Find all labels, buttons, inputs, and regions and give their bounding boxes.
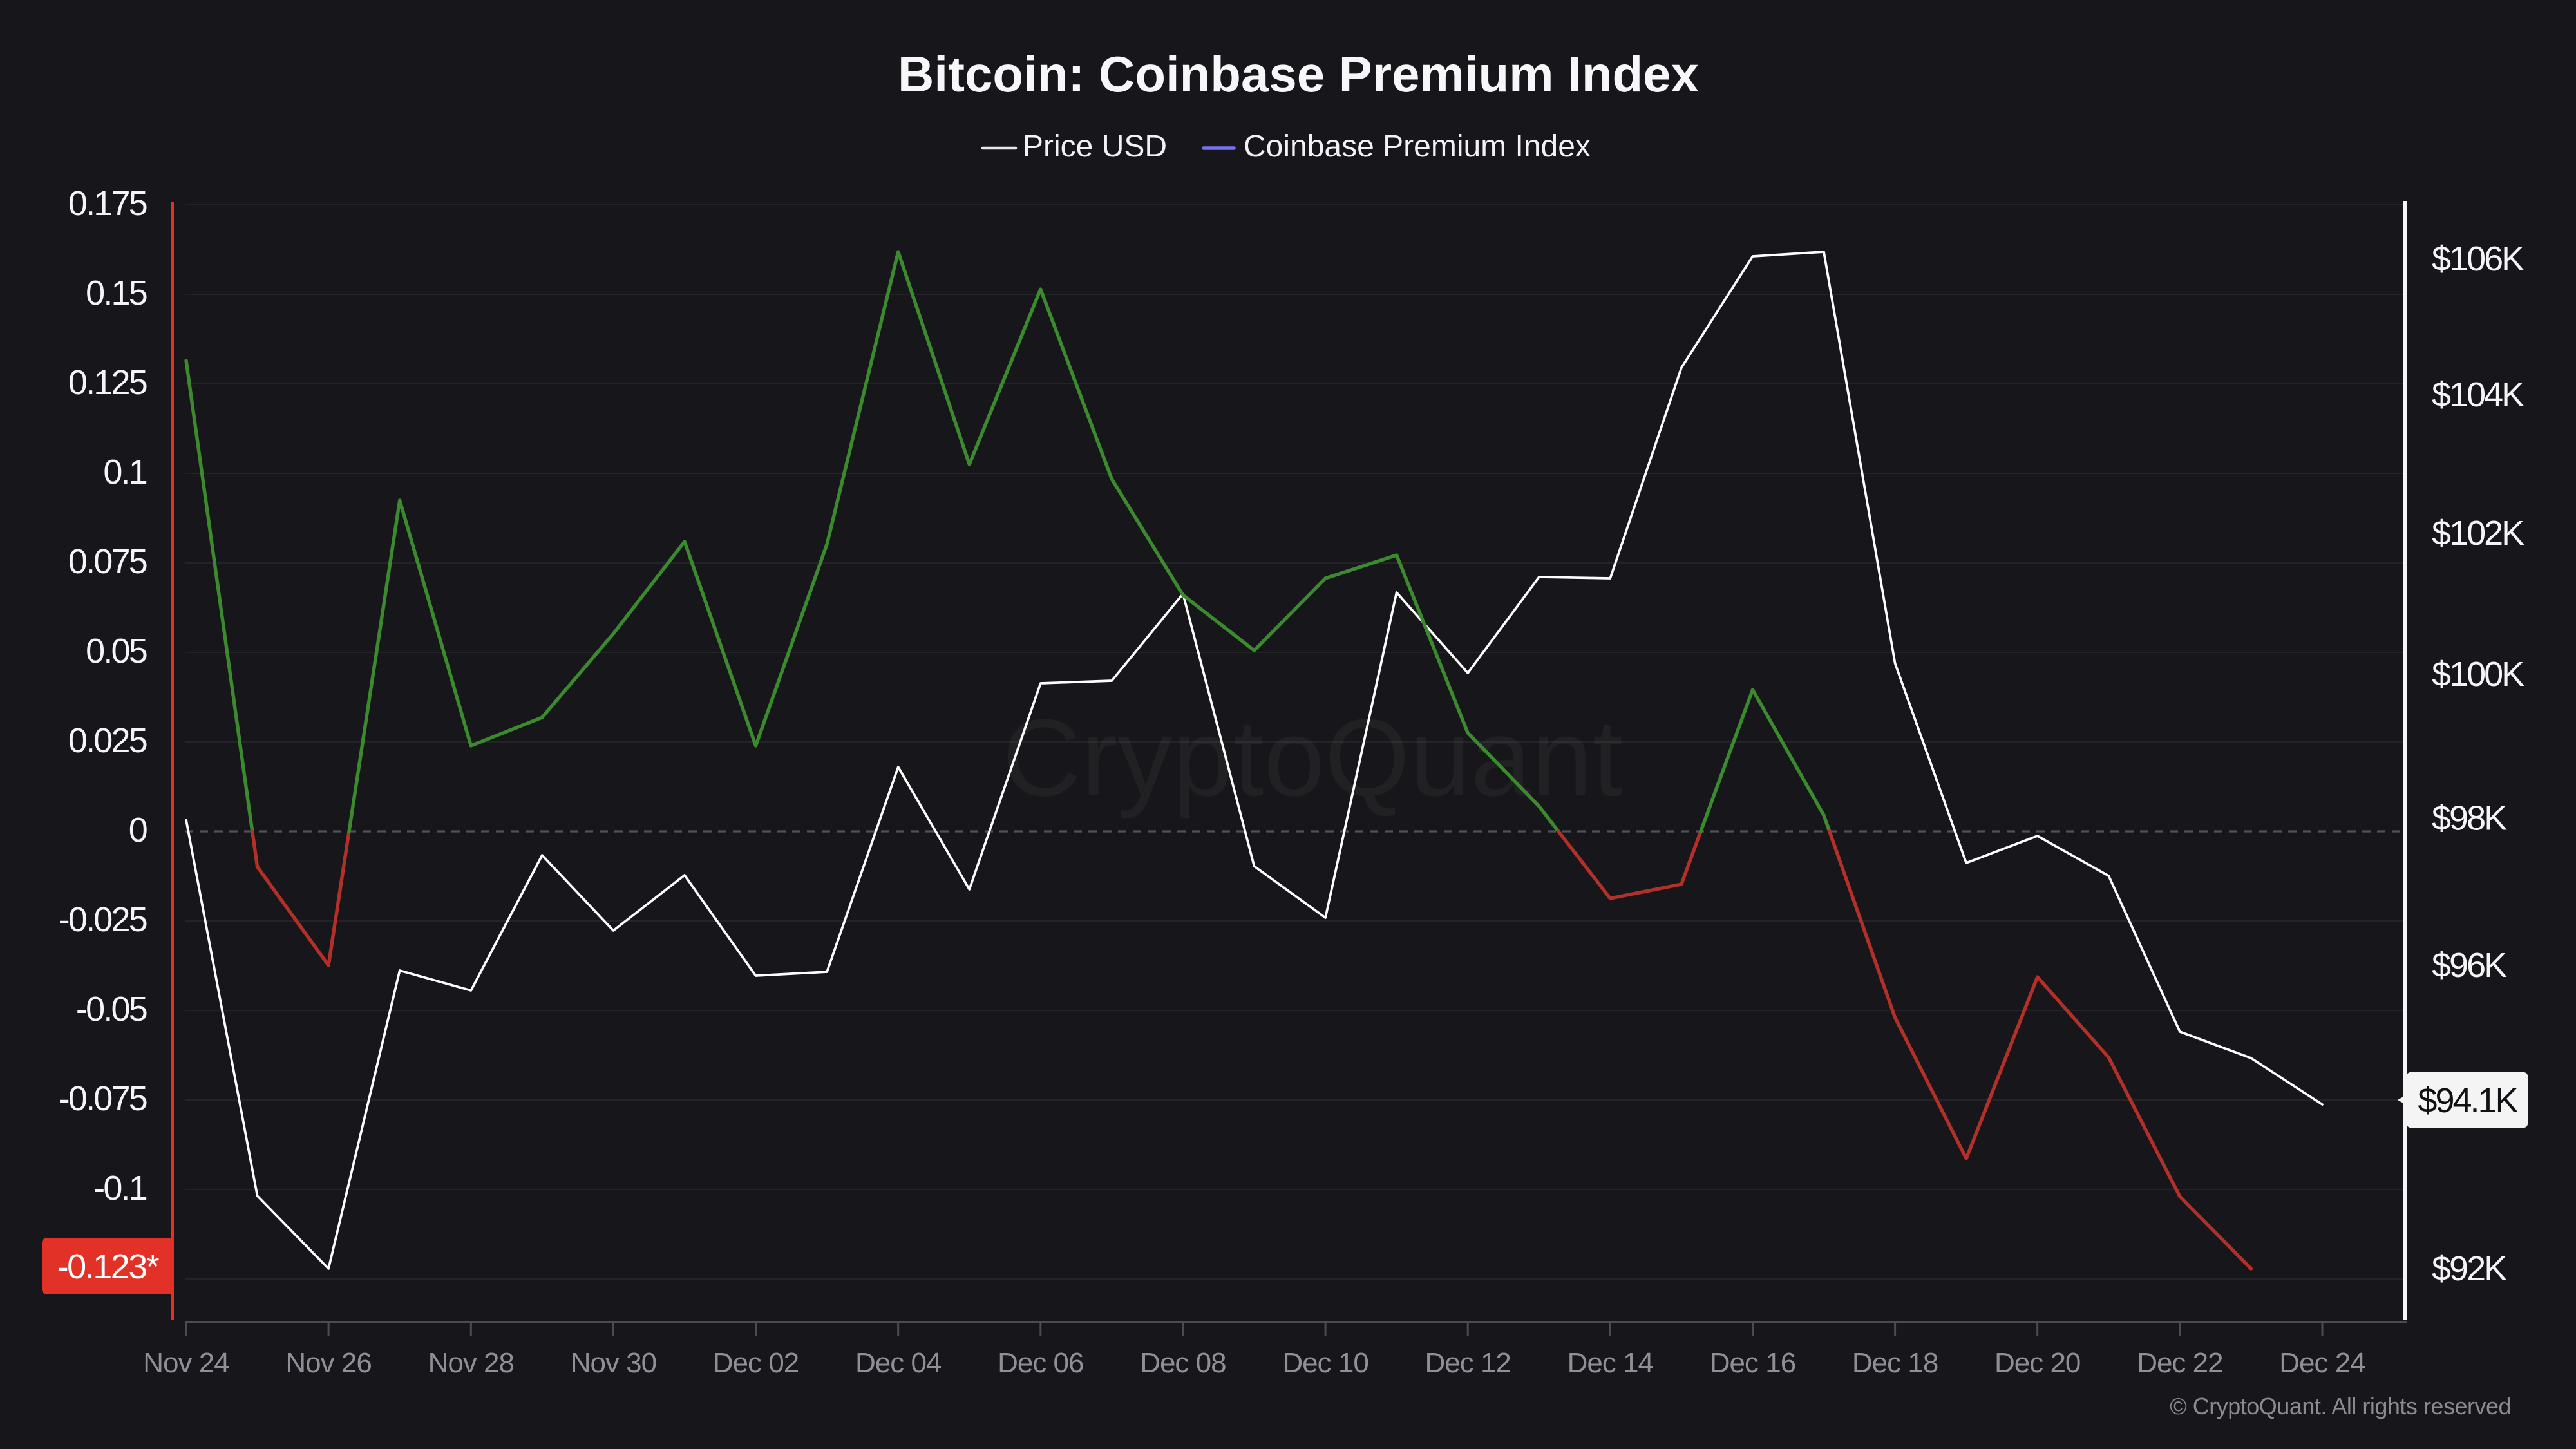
svg-text:Dec 18: Dec 18 <box>1852 1347 1938 1379</box>
svg-text:Nov 26: Nov 26 <box>285 1347 371 1379</box>
svg-text:0.1: 0.1 <box>103 453 146 491</box>
svg-text:Dec 02: Dec 02 <box>713 1347 799 1379</box>
svg-text:Dec 22: Dec 22 <box>2137 1347 2222 1379</box>
svg-text:$96K: $96K <box>2432 946 2507 985</box>
svg-text:-0.025: -0.025 <box>59 900 147 939</box>
svg-text:$92K: $92K <box>2432 1249 2507 1288</box>
svg-text:$102K: $102K <box>2432 514 2524 553</box>
svg-text:$94.1K: $94.1K <box>2418 1081 2518 1120</box>
svg-text:0.125: 0.125 <box>68 363 147 402</box>
svg-text:0: 0 <box>129 811 147 849</box>
svg-text:$106K: $106K <box>2432 240 2524 278</box>
svg-text:Dec 16: Dec 16 <box>1710 1347 1795 1379</box>
svg-text:Dec 20: Dec 20 <box>1994 1347 2080 1379</box>
svg-text:Dec 24: Dec 24 <box>2279 1347 2365 1379</box>
svg-text:-0.05: -0.05 <box>76 990 147 1028</box>
svg-text:0.15: 0.15 <box>86 274 147 312</box>
svg-text:Coinbase Premium Index: Coinbase Premium Index <box>1244 129 1591 164</box>
svg-text:Bitcoin: Coinbase Premium Inde: Bitcoin: Coinbase Premium Index <box>898 46 1699 102</box>
svg-text:-0.123*: -0.123* <box>57 1247 160 1286</box>
svg-text:-0.1: -0.1 <box>93 1169 147 1208</box>
svg-text:Dec 10: Dec 10 <box>1282 1347 1368 1379</box>
svg-text:0.05: 0.05 <box>86 632 147 670</box>
svg-text:0.075: 0.075 <box>68 542 147 581</box>
svg-text:Nov 30: Nov 30 <box>571 1347 656 1379</box>
svg-text:Dec 12: Dec 12 <box>1425 1347 1510 1379</box>
svg-text:0.025: 0.025 <box>68 721 147 760</box>
svg-text:$100K: $100K <box>2432 655 2524 694</box>
svg-text:Dec 08: Dec 08 <box>1140 1347 1226 1379</box>
svg-text:© CryptoQuant. All rights rese: © CryptoQuant. All rights reserved <box>2170 1393 2511 1419</box>
svg-text:CryptoQuant: CryptoQuant <box>1002 697 1623 819</box>
svg-text:-0.075: -0.075 <box>59 1079 147 1118</box>
svg-text:0.175: 0.175 <box>68 184 147 223</box>
svg-text:$98K: $98K <box>2432 799 2507 838</box>
svg-text:Nov 24: Nov 24 <box>143 1347 229 1379</box>
svg-text:Price USD: Price USD <box>1023 129 1167 164</box>
svg-text:Dec 04: Dec 04 <box>855 1347 942 1379</box>
svg-text:$104K: $104K <box>2432 375 2524 414</box>
svg-text:Dec 14: Dec 14 <box>1567 1347 1654 1379</box>
svg-text:Dec 06: Dec 06 <box>998 1347 1083 1379</box>
svg-text:Nov 28: Nov 28 <box>428 1347 514 1379</box>
